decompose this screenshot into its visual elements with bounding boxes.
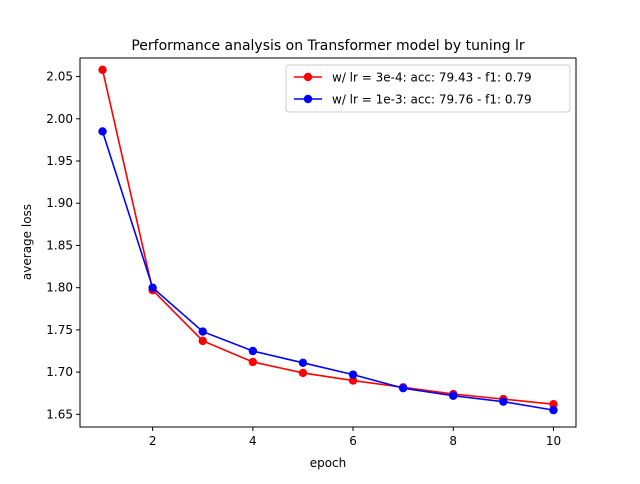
- series-2-point: [148, 283, 157, 292]
- y-tick-label: 1.70: [46, 365, 73, 379]
- y-tick-label: 1.85: [46, 238, 73, 252]
- series-2-point: [499, 397, 508, 406]
- series-1-point: [549, 400, 558, 409]
- x-tick-label: 6: [349, 434, 357, 448]
- legend-label-1: w/ lr = 3e-4: acc: 79.43 - f1: 0.79: [332, 71, 532, 85]
- series-2-point: [549, 405, 558, 415]
- series-1-point: [348, 376, 358, 385]
- legend-label-2: w/ lr = 1e-3: acc: 79.76 - f1: 0.79: [332, 93, 532, 107]
- series-2-point: [98, 127, 107, 136]
- x-tick-label: 10: [546, 434, 561, 448]
- x-tick-label: 8: [449, 434, 457, 448]
- chart-title: Performance analysis on Transformer mode…: [131, 38, 525, 54]
- plot-frame: [79, 57, 577, 428]
- y-tick-label: 2.00: [46, 112, 73, 126]
- x-tick-label: 2: [149, 434, 157, 448]
- legend-box: [285, 64, 571, 113]
- x-axis-label: epoch: [310, 456, 347, 470]
- series-2-point: [298, 358, 308, 368]
- series-2-point: [398, 383, 408, 393]
- x-axis: 2 4 6 8 10: [149, 427, 561, 448]
- series-1-point: [198, 336, 207, 346]
- legend-marker-1: [303, 72, 313, 82]
- y-tick-label: 1.95: [46, 154, 73, 168]
- legend-marker-2: [303, 94, 313, 104]
- series-2-point: [198, 327, 207, 336]
- series-2-point: [248, 346, 258, 356]
- legend: w/ lr = 3e-4: acc: 79.43 - f1: 0.79 w/ lr…: [285, 64, 571, 113]
- series-1-point: [298, 368, 308, 378]
- series-1-point: [98, 65, 107, 75]
- x-tick-label: 4: [249, 434, 257, 448]
- y-tick-label: 1.90: [46, 196, 73, 210]
- plot-area: [98, 65, 558, 415]
- series-line-1: [101, 69, 554, 405]
- series-2-point: [449, 391, 458, 400]
- series-1-point: [248, 357, 258, 367]
- y-tick-label: 1.75: [46, 323, 73, 337]
- y-tick-label: 2.05: [46, 70, 73, 84]
- series-2-point: [348, 370, 358, 379]
- y-axis: 1.65 1.70 1.75 1.80 1.85 1.90 1.95 2.00 2.05: [46, 70, 80, 421]
- series-line-2: [101, 131, 554, 411]
- y-tick-label: 1.80: [46, 281, 73, 295]
- y-tick-label: 1.65: [46, 407, 73, 421]
- y-axis-label: average loss: [20, 204, 34, 280]
